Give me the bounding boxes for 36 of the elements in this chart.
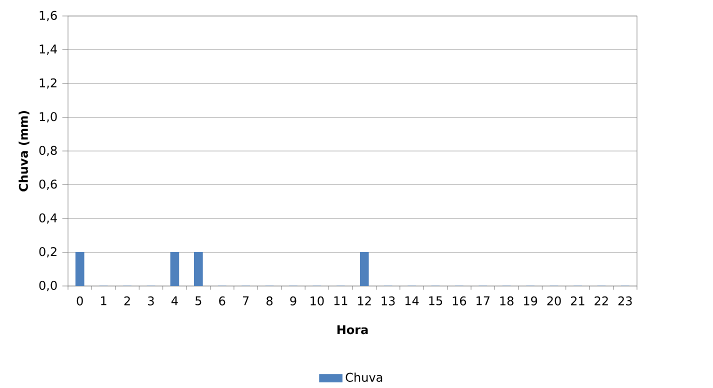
x-tick-label: 12 [358,296,371,306]
x-tick-label: 3 [148,296,154,306]
x-tick-label: 7 [242,296,249,306]
x-tick-label: 8 [266,296,273,306]
x-tick-label: 2 [124,296,130,306]
y-tick-label: 0,2 [39,247,56,258]
y-tick-label: 0,0 [39,280,57,292]
x-tick-label: 5 [196,296,202,306]
y-tick-label: 1,6 [40,10,57,22]
x-tick-label: 20 [547,296,561,306]
x-tick-label: 4 [171,296,178,306]
x-tick-label: 17 [476,296,490,306]
x-tick-label: 22 [594,296,608,306]
x-tick-label: 11 [334,296,348,306]
x-tick-label: 9 [290,296,296,306]
y-tick-label: 1,4 [40,44,57,55]
x-tick-label: 14 [405,296,419,306]
legend-label: Chuva [346,372,382,382]
x-tick-label: 15 [429,296,442,306]
x-tick-label: 1 [101,296,106,306]
y-tick-label: 0,4 [39,213,57,224]
x-axis-title: Hora [337,325,368,334]
x-tick-label: 18 [500,296,514,306]
x-tick-label: 21 [570,296,584,306]
y-tick-label: 1,2 [40,78,56,89]
x-tick-label: 16 [452,296,466,306]
x-tick-label: 19 [524,296,538,306]
x-tick-label: 0 [76,296,83,306]
y-tick-label: 0,6 [39,180,57,190]
x-tick-label: 13 [382,296,395,306]
y-tick-label: 0,8 [39,146,57,156]
x-tick-label: 10 [310,296,324,306]
x-tick-label: 23 [618,296,632,306]
x-tick-label: 6 [219,296,226,306]
y-tick-label: 1,0 [40,112,57,122]
y-axis-title: Chuva (mm) [18,111,30,192]
